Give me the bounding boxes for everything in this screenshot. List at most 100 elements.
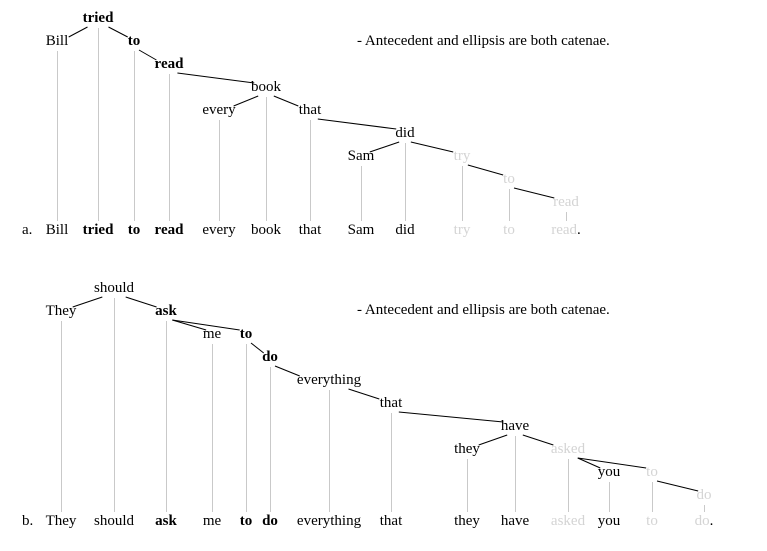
dependency-edge bbox=[398, 411, 504, 423]
sentence-word: try bbox=[453, 222, 471, 238]
dependency-edge bbox=[522, 434, 554, 446]
sentence-word: should bbox=[93, 513, 135, 529]
tree-node-word: you bbox=[597, 464, 621, 480]
sentence-word: that bbox=[298, 222, 322, 238]
tree-node-word: to bbox=[646, 464, 658, 480]
tree-node-word: did bbox=[395, 125, 415, 141]
sentence-word: have bbox=[500, 513, 530, 529]
dependency-edge bbox=[177, 72, 255, 84]
projection-line bbox=[61, 321, 62, 512]
dependency-edge bbox=[656, 480, 699, 492]
projection-line bbox=[219, 120, 220, 221]
projection-line bbox=[462, 166, 463, 221]
projection-line bbox=[134, 51, 135, 221]
tree-node-word: They bbox=[45, 303, 77, 319]
sentence-label: a. bbox=[22, 222, 33, 238]
annotation-tree-a: - Antecedent and ellipsis are both caten… bbox=[357, 33, 610, 49]
projection-line bbox=[212, 344, 213, 512]
tree-node-word: they bbox=[454, 441, 480, 457]
dependency-edge bbox=[513, 187, 555, 199]
dependency-edge bbox=[68, 26, 88, 38]
sentence-word: did bbox=[395, 222, 415, 238]
tree-node-word: that bbox=[379, 395, 403, 411]
sentence-word: to bbox=[646, 513, 658, 529]
tree-node-word: tried bbox=[82, 10, 114, 26]
tree-node-word: do bbox=[696, 487, 712, 503]
projection-line bbox=[98, 28, 99, 221]
tree-node-word: to bbox=[127, 33, 141, 49]
sentence-label: b. bbox=[22, 513, 34, 529]
tree-node-word: Sam bbox=[347, 148, 375, 164]
projection-line bbox=[246, 344, 247, 512]
tree-node-word: do bbox=[262, 349, 278, 365]
sentence-word: every bbox=[202, 222, 236, 238]
dependency-edge bbox=[72, 296, 103, 308]
sentence-word: tried bbox=[82, 222, 114, 238]
tree-node-word: try bbox=[453, 148, 471, 164]
projection-line bbox=[391, 413, 392, 512]
projection-line bbox=[652, 482, 653, 512]
sentence-period: . bbox=[577, 222, 581, 238]
tree-node-word: asked bbox=[550, 441, 586, 457]
sentence-period: . bbox=[709, 513, 714, 529]
dependency-edge bbox=[125, 296, 157, 308]
tree-node-word: Bill bbox=[45, 33, 69, 49]
projection-line bbox=[57, 51, 58, 221]
tree-node-word: everything bbox=[296, 372, 362, 388]
tree-node-word: to bbox=[503, 171, 515, 187]
dependency-edge bbox=[410, 141, 454, 153]
sentence-word: book bbox=[251, 222, 281, 238]
tree-node-word: me bbox=[202, 326, 222, 342]
tree-node-word: every bbox=[202, 102, 236, 118]
tree-node-word: have bbox=[500, 418, 530, 434]
projection-line bbox=[704, 505, 705, 512]
sentence-word: asked bbox=[550, 513, 586, 529]
sentence-word: you bbox=[597, 513, 621, 529]
sentence-word: read. bbox=[551, 222, 581, 238]
dependency-edge bbox=[273, 95, 299, 107]
sentence-word: to bbox=[503, 222, 515, 238]
sentence-word: to bbox=[239, 513, 253, 529]
projection-line bbox=[270, 367, 271, 512]
sentence-word: They bbox=[45, 513, 77, 529]
sentence-word: ask bbox=[155, 513, 177, 529]
projection-line bbox=[329, 390, 330, 512]
dependency-edge bbox=[233, 95, 259, 107]
sentence-word: do bbox=[262, 513, 278, 529]
tree-node-word: that bbox=[298, 102, 322, 118]
tree-node-word: to bbox=[239, 326, 253, 342]
projection-line bbox=[509, 189, 510, 221]
projection-line bbox=[361, 166, 362, 221]
sentence-word: everything bbox=[296, 513, 362, 529]
projection-line bbox=[609, 482, 610, 512]
dependency-edge bbox=[108, 26, 128, 38]
projection-line bbox=[114, 298, 115, 512]
tree-node-word: should bbox=[93, 280, 135, 296]
sentence-word: Bill bbox=[45, 222, 69, 238]
projection-line bbox=[566, 212, 567, 221]
dependency-edge bbox=[478, 434, 508, 446]
tree-node-word: ask bbox=[155, 303, 177, 319]
projection-line bbox=[169, 74, 170, 221]
tree-node-word: read bbox=[553, 194, 579, 210]
sentence-word: that bbox=[379, 513, 403, 529]
sentence-word: do. bbox=[694, 513, 714, 529]
dependency-edge bbox=[172, 319, 207, 331]
sentence-word: read bbox=[154, 222, 184, 238]
tree-node-word: book bbox=[251, 79, 281, 95]
projection-line bbox=[467, 459, 468, 512]
sentence-word: to bbox=[127, 222, 141, 238]
dependency-edge bbox=[317, 118, 397, 130]
projection-line bbox=[166, 321, 167, 512]
dependency-edge bbox=[467, 164, 504, 176]
sentence-word: me bbox=[202, 513, 222, 529]
projection-line bbox=[515, 436, 516, 512]
projection-line bbox=[405, 143, 406, 221]
sentence-word: they bbox=[454, 513, 480, 529]
projection-line bbox=[310, 120, 311, 221]
projection-line bbox=[568, 459, 569, 512]
sentence-word: Sam bbox=[347, 222, 375, 238]
dependency-edge bbox=[348, 388, 380, 400]
projection-line bbox=[266, 97, 267, 221]
